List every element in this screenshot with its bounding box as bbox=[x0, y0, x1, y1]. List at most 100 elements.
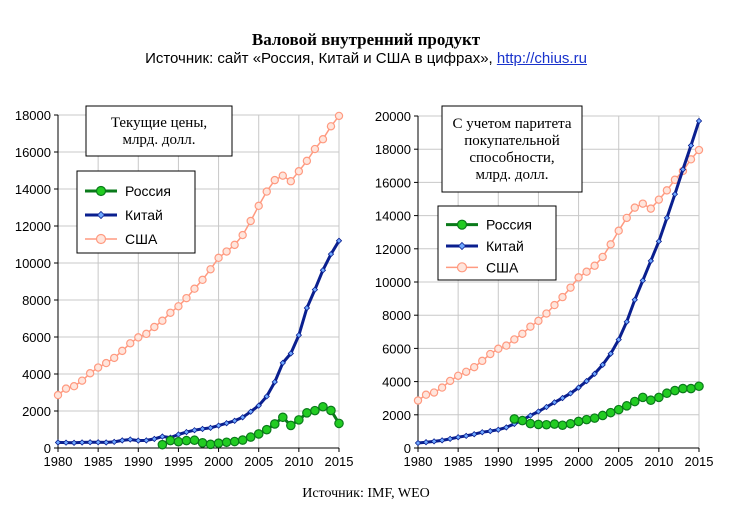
data-point-china bbox=[679, 166, 687, 173]
data-point-usa bbox=[510, 335, 519, 344]
data-point-usa bbox=[109, 353, 119, 363]
legend-entry-label: Китай bbox=[486, 238, 524, 254]
data-point-russia bbox=[173, 436, 184, 447]
data-point-russia bbox=[670, 385, 680, 396]
data-point-usa bbox=[558, 292, 567, 302]
data-point-usa bbox=[638, 199, 648, 208]
legend-entry-label: Россия bbox=[125, 183, 171, 199]
y-tick-label: 10000 bbox=[15, 256, 51, 271]
data-point-usa bbox=[542, 309, 551, 318]
x-tick-label: 2015 bbox=[685, 454, 714, 469]
data-point-russia bbox=[229, 436, 240, 447]
data-point-china bbox=[695, 117, 703, 125]
data-point-usa bbox=[77, 376, 87, 385]
data-point-russia bbox=[261, 424, 272, 435]
data-point-russia bbox=[286, 420, 296, 431]
data-point-usa bbox=[518, 329, 527, 338]
legend-entry-label: США bbox=[125, 231, 158, 247]
data-point-china bbox=[551, 399, 558, 406]
data-point-usa bbox=[85, 369, 95, 378]
chart-title-line: покупательной bbox=[464, 133, 560, 149]
data-point-china bbox=[239, 414, 246, 421]
data-point-russia bbox=[597, 410, 608, 421]
data-point-china bbox=[255, 402, 262, 409]
data-point-usa bbox=[134, 333, 143, 342]
data-point-usa bbox=[174, 302, 183, 311]
data-point-usa bbox=[206, 265, 215, 274]
data-point-usa bbox=[453, 371, 463, 380]
data-point-usa bbox=[198, 275, 207, 285]
data-point-china bbox=[647, 257, 654, 265]
chart-title-line: млрд. долл. bbox=[122, 132, 195, 148]
data-point-usa bbox=[53, 390, 63, 400]
data-point-china bbox=[295, 331, 303, 339]
legend-swatch-marker bbox=[457, 241, 467, 251]
data-point-china bbox=[663, 214, 671, 222]
data-point-usa bbox=[142, 329, 151, 339]
data-point-china bbox=[223, 420, 230, 427]
data-point-china bbox=[591, 370, 598, 377]
data-point-russia bbox=[646, 395, 656, 405]
data-point-usa bbox=[478, 356, 487, 366]
data-point-russia bbox=[310, 405, 320, 416]
y-tick-label: 0 bbox=[44, 441, 51, 456]
y-tick-label: 16000 bbox=[375, 175, 411, 190]
legend-swatch-marker bbox=[96, 210, 106, 220]
chart-title-box bbox=[85, 105, 233, 157]
data-point-china bbox=[687, 142, 695, 149]
data-point-china bbox=[487, 427, 494, 435]
y-tick-label: 12000 bbox=[15, 219, 51, 234]
chart-title-line: способности, bbox=[469, 150, 554, 166]
x-tick-label: 2015 bbox=[325, 454, 354, 469]
data-point-china bbox=[111, 438, 118, 446]
data-point-russia bbox=[213, 438, 224, 448]
data-point-russia bbox=[157, 439, 168, 450]
data-point-china bbox=[215, 422, 222, 429]
data-point-russia bbox=[686, 383, 696, 394]
data-point-russia bbox=[581, 414, 592, 425]
data-point-china bbox=[70, 439, 78, 446]
data-point-russia bbox=[245, 432, 256, 442]
data-point-usa bbox=[614, 226, 623, 235]
data-point-china bbox=[623, 318, 630, 326]
data-point-usa bbox=[622, 213, 631, 223]
data-point-china bbox=[271, 378, 278, 386]
data-point-china bbox=[207, 424, 214, 432]
footer-source: Источник: IMF, WEO bbox=[302, 486, 430, 501]
data-point-china bbox=[303, 304, 311, 312]
data-point-china bbox=[503, 424, 510, 431]
data-point-russia bbox=[326, 405, 336, 416]
data-point-usa bbox=[566, 283, 575, 292]
data-point-china bbox=[54, 439, 62, 446]
data-point-china bbox=[575, 384, 582, 391]
chart-title-line: Текущие цены, bbox=[111, 115, 207, 131]
data-point-usa bbox=[429, 388, 439, 397]
data-point-usa bbox=[190, 284, 199, 293]
data-point-china bbox=[583, 377, 590, 385]
data-point-china bbox=[567, 390, 574, 397]
chart-panel-1: 0 2000 4000 6000 8000 10000 12000 14000 16000 180… bbox=[15, 105, 354, 469]
data-point-russia bbox=[613, 404, 624, 415]
source-link[interactable]: http://chius.ru bbox=[496, 50, 587, 67]
data-point-usa bbox=[326, 122, 336, 131]
legend-swatch-marker bbox=[456, 219, 468, 230]
y-tick-label: 8000 bbox=[382, 308, 411, 323]
data-point-china bbox=[86, 439, 94, 446]
data-point-usa bbox=[246, 216, 255, 226]
data-point-usa bbox=[486, 349, 495, 359]
chart-panel-2: 0 2000 4000 6000 8000 10000 12000 14000 16000 180… bbox=[375, 105, 714, 469]
y-tick-label: 4000 bbox=[382, 375, 411, 390]
x-tick-label: 2000 bbox=[204, 454, 233, 469]
data-point-russia bbox=[509, 414, 520, 424]
x-tick-label: 1995 bbox=[524, 454, 553, 469]
chart-title-line: С учетом паритета bbox=[452, 116, 571, 132]
data-point-usa bbox=[445, 376, 455, 386]
data-point-russia bbox=[589, 413, 600, 423]
data-point-russia bbox=[277, 412, 288, 423]
data-point-china bbox=[159, 433, 166, 440]
data-point-china bbox=[78, 439, 86, 446]
y-tick-label: 18000 bbox=[375, 142, 411, 157]
data-point-china bbox=[183, 428, 190, 436]
data-point-china bbox=[655, 238, 663, 245]
data-point-china bbox=[430, 438, 438, 445]
